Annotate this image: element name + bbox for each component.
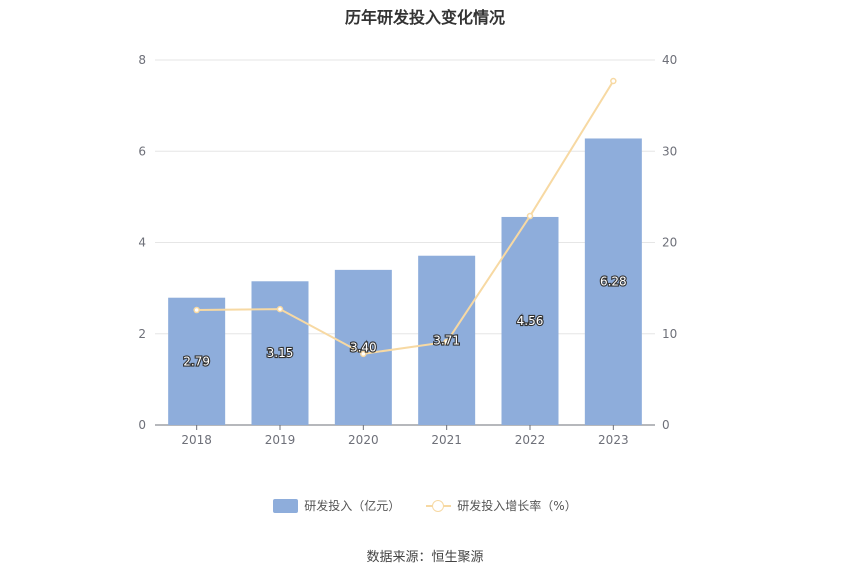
legend-line-label: 研发投入增长率（%） bbox=[457, 499, 577, 513]
y-right-tick-label: 40 bbox=[662, 53, 677, 67]
bar bbox=[334, 269, 392, 425]
bar bbox=[251, 281, 309, 425]
chart-title: 历年研发投入变化情况 bbox=[344, 8, 505, 27]
legend-item-bar[interactable]: 研发投入（亿元） bbox=[273, 497, 400, 514]
x-tick-label: 2021 bbox=[431, 433, 462, 447]
legend-item-line[interactable]: 研发投入增长率（%） bbox=[426, 497, 577, 514]
legend-bar-swatch bbox=[273, 498, 299, 513]
y-right-tick-label: 30 bbox=[662, 144, 677, 158]
y-left-tick-label: 2 bbox=[138, 327, 146, 341]
y-left-tick-label: 4 bbox=[138, 236, 146, 250]
x-tick-label: 2018 bbox=[181, 433, 212, 447]
growth-rate-point bbox=[276, 305, 284, 313]
growth-rate-point bbox=[193, 306, 200, 314]
bar-value-label: 2.79 bbox=[183, 354, 210, 368]
bar-value-label: 6.28 bbox=[600, 275, 627, 289]
growth-rate-point bbox=[526, 212, 534, 220]
legend: 研发投入（亿元） 研发投入增长率（%） bbox=[0, 497, 850, 514]
y-right-tick-label: 10 bbox=[662, 327, 677, 341]
bar bbox=[168, 297, 226, 425]
y-right-tick-label: 20 bbox=[662, 236, 677, 250]
bar-value-label: 3.15 bbox=[267, 346, 294, 360]
data-source: 数据来源：恒生聚源 bbox=[366, 550, 484, 565]
growth-rate-line bbox=[196, 80, 615, 355]
x-tick-label: 2020 bbox=[348, 433, 379, 447]
bar bbox=[584, 138, 642, 425]
y-left-tick-label: 6 bbox=[138, 144, 146, 158]
growth-rate-point bbox=[610, 77, 617, 85]
legend-bar-label: 研发投入（亿元） bbox=[304, 499, 401, 513]
bar-value-label: 3.40 bbox=[350, 340, 377, 354]
x-tick-label: 2022 bbox=[515, 433, 546, 447]
growth-rate-point bbox=[360, 350, 367, 358]
bar-value-label: 4.56 bbox=[517, 314, 544, 328]
bar bbox=[501, 216, 559, 425]
x-tick-label: 2023 bbox=[598, 433, 629, 447]
x-tick-label: 2019 bbox=[265, 433, 296, 447]
growth-rate-point bbox=[443, 338, 450, 346]
y-right-tick-label: 0 bbox=[662, 418, 670, 432]
y-left-tick-label: 8 bbox=[138, 53, 146, 67]
bar-value-label: 3.71 bbox=[433, 333, 460, 347]
y-left-tick-label: 0 bbox=[138, 418, 146, 432]
legend-line-swatch bbox=[426, 499, 452, 513]
